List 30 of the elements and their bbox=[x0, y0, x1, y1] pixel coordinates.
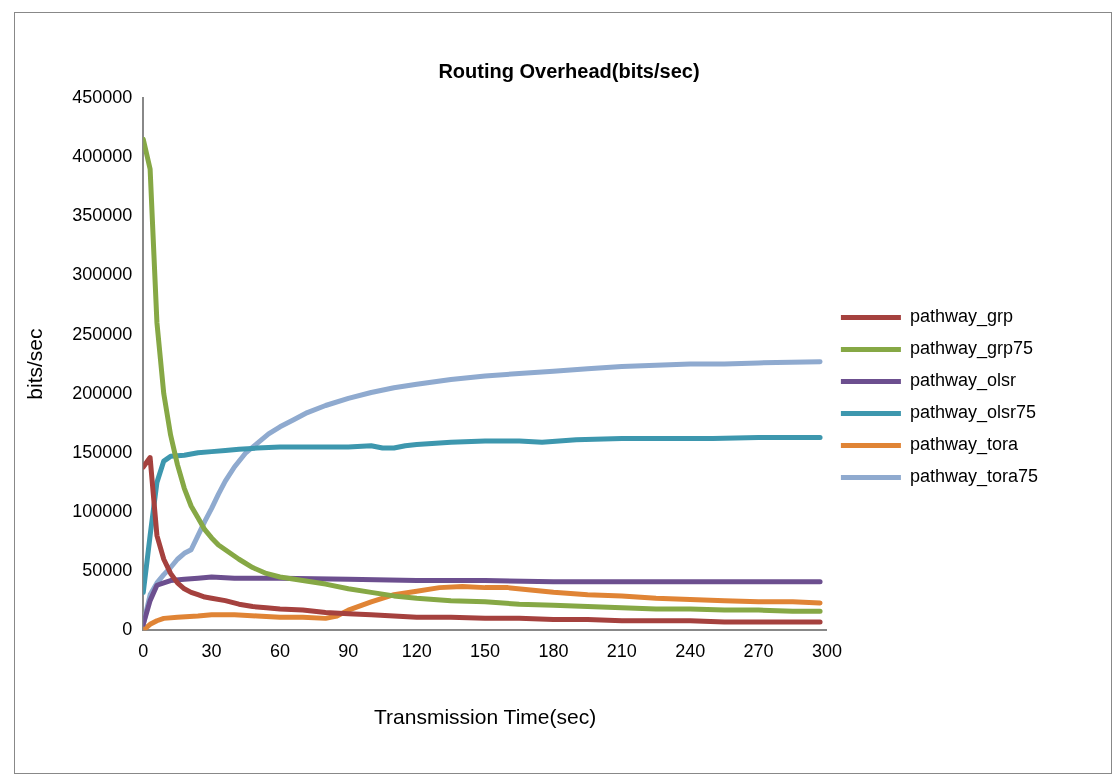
x-tick-label: 180 bbox=[538, 640, 569, 661]
y-tick-label: 400000 bbox=[72, 146, 133, 167]
y-tick-label: 150000 bbox=[72, 441, 133, 462]
y-tick-label: 350000 bbox=[72, 205, 133, 226]
y-tick-label: 250000 bbox=[72, 323, 133, 344]
x-tick-label: 90 bbox=[338, 640, 359, 661]
y-tick-label: 100000 bbox=[72, 500, 133, 521]
legend-label: pathway_grp75 bbox=[909, 338, 1033, 360]
legend-label: pathway_tora75 bbox=[909, 466, 1038, 488]
x-tick-label: 150 bbox=[470, 640, 501, 661]
x-tick-label: 300 bbox=[811, 640, 842, 661]
y-tick-label: 200000 bbox=[72, 382, 133, 403]
x-tick-label: 120 bbox=[401, 640, 432, 661]
legend-label: pathway_grp bbox=[909, 306, 1013, 328]
y-tick-label: 300000 bbox=[72, 264, 133, 285]
x-tick-label: 270 bbox=[743, 640, 774, 661]
legend-label: pathway_tora bbox=[909, 434, 1019, 456]
x-axis-title: Transmission Time(sec) bbox=[374, 705, 597, 729]
legend-label: pathway_olsr75 bbox=[909, 402, 1036, 424]
y-axis-title: bits/sec bbox=[23, 328, 47, 400]
x-tick-label: 30 bbox=[201, 640, 222, 661]
x-tick-label: 210 bbox=[606, 640, 637, 661]
chart-title: Routing Overhead(bits/sec) bbox=[438, 59, 700, 82]
legend-label: pathway_olsr bbox=[909, 370, 1016, 392]
y-tick-label: 50000 bbox=[82, 560, 133, 581]
x-tick-label: 60 bbox=[269, 640, 291, 661]
x-tick-label: 0 bbox=[138, 640, 149, 661]
x-tick-label: 240 bbox=[675, 640, 706, 661]
y-tick-label: 450000 bbox=[72, 86, 133, 107]
y-tick-label: 0 bbox=[122, 619, 133, 640]
